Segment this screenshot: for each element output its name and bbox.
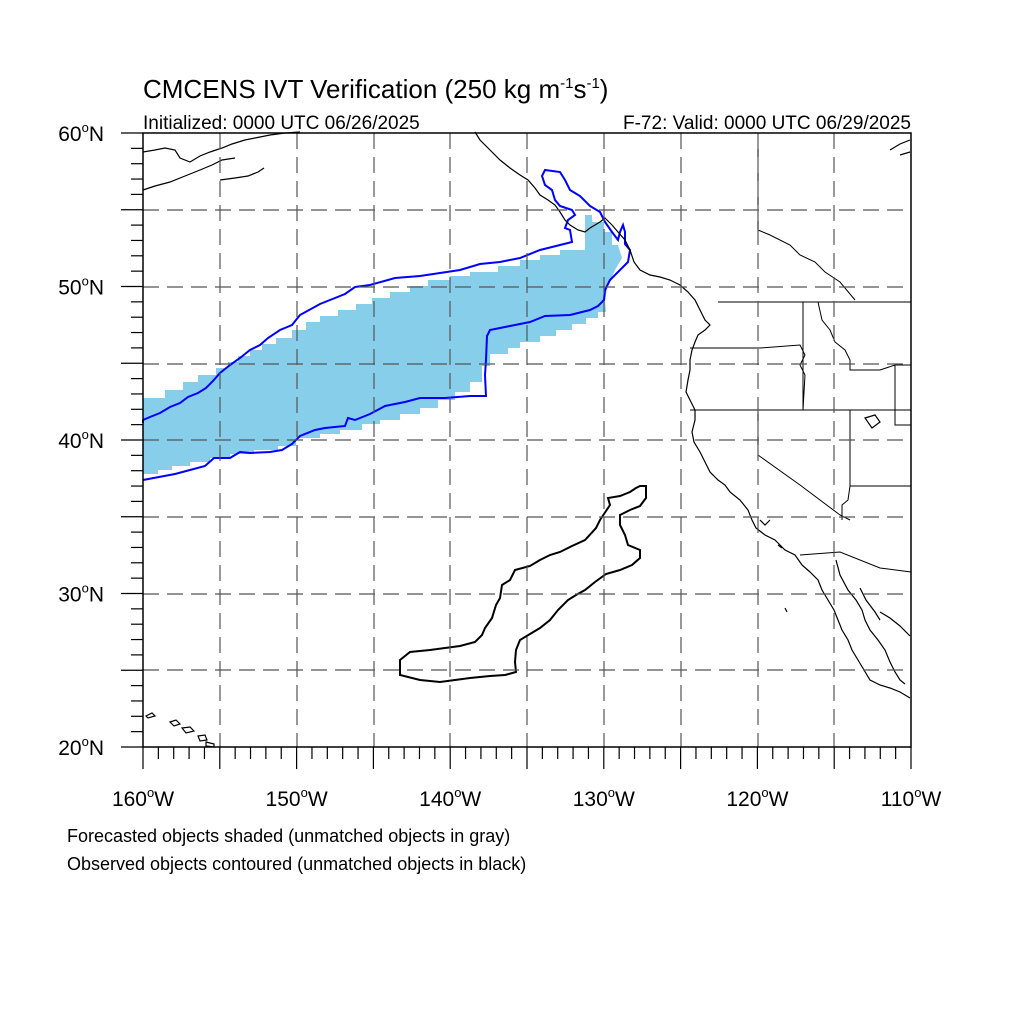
map-title: CMCENS IVT Verification (250 kg m-1s-1) <box>143 74 608 104</box>
lon-label: 110oW <box>881 785 942 811</box>
longitude-labels: 160oW 150oW 140oW 130oW 120oW 110oW <box>112 785 942 811</box>
initialized-time-label: Initialized: 0000 UTC 06/26/2025 <box>143 113 420 134</box>
footnote-observed: Observed objects contoured (unmatched ob… <box>67 854 526 874</box>
lon-label: 140oW <box>419 785 481 811</box>
lon-label: 160oW <box>112 785 174 811</box>
map-area <box>142 131 912 748</box>
forecast-object-shaded <box>143 215 622 474</box>
observed-object-unmatched-contour <box>399 485 647 684</box>
lon-label: 120oW <box>726 785 788 811</box>
lon-label: 150oW <box>266 785 328 811</box>
observed-object-matched-contour <box>142 168 632 481</box>
lat-label: 30oN <box>58 581 104 607</box>
lat-label: 20oN <box>58 734 104 760</box>
valid-time-label: F-72: Valid: 0000 UTC 06/29/2025 <box>623 113 911 134</box>
lat-label: 40oN <box>58 427 104 453</box>
political-borders <box>690 135 912 573</box>
coastlines <box>142 131 911 748</box>
footnote-forecast: Forecasted objects shaded (unmatched obj… <box>67 826 510 846</box>
lat-label: 60oN <box>58 120 104 146</box>
longitude-gridlines <box>219 133 835 747</box>
axis-ticks <box>121 132 912 769</box>
lat-label: 50oN <box>58 274 104 300</box>
latitude-labels: 60oN 50oN 40oN 30oN 20oN <box>58 120 104 760</box>
lon-label: 130oW <box>573 785 635 811</box>
